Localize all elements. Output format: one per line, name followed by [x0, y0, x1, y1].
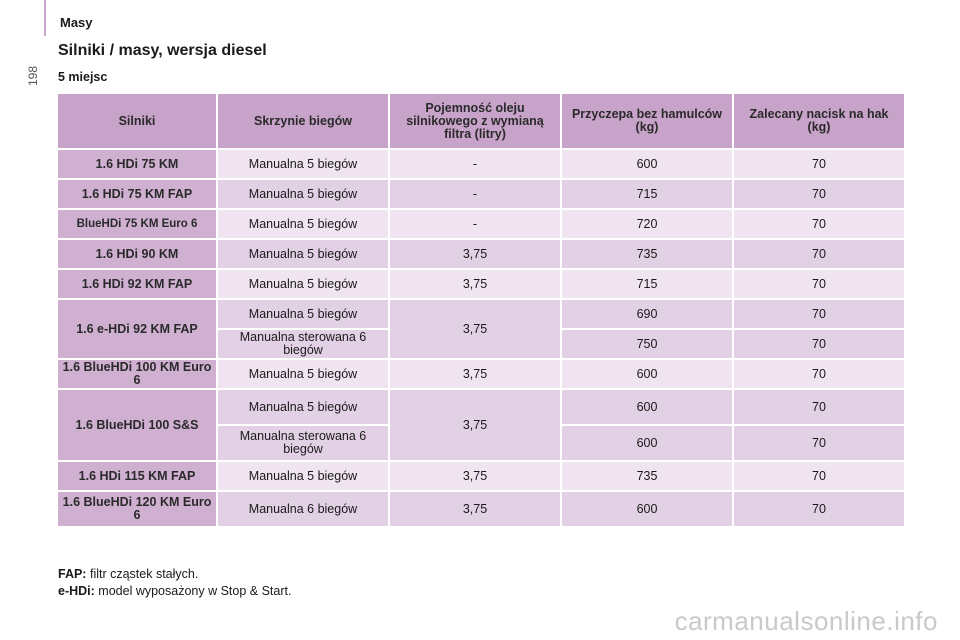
trailer-cell: 735: [560, 238, 734, 270]
page-subtitle: 5 miejsc: [58, 70, 108, 84]
footnotes: FAP: filtr cząstek stałych. e-HDi: model…: [58, 566, 291, 600]
gearbox-cell: Manualna 6 biegów: [216, 490, 390, 528]
oil-cell: 3,75: [388, 298, 562, 360]
engine-cell: 1.6 HDi 75 KM FAP: [56, 178, 218, 210]
hitch-cell: 70: [732, 148, 906, 180]
trailer-cell: 690: [560, 298, 734, 330]
trailer-cell: 750: [560, 328, 734, 360]
gearbox-cell: Manualna 5 biegów: [216, 208, 390, 240]
oil-cell: -: [388, 208, 562, 240]
hitch-cell: 70: [732, 328, 906, 360]
page-number: 198: [26, 65, 40, 86]
table-row: 1.6 BlueHDi 100 KM Euro 6 Manualna 5 bie…: [56, 358, 906, 390]
table-row: 1.6 HDi 92 KM FAP Manualna 5 biegów 3,75…: [56, 268, 906, 300]
header-engines: Silniki: [56, 92, 218, 150]
oil-cell: 3,75: [388, 460, 562, 492]
hitch-cell: 70: [732, 298, 906, 330]
section-label: Masy: [60, 15, 93, 30]
hitch-cell: 70: [732, 358, 906, 390]
trailer-cell: 600: [560, 358, 734, 390]
hitch-cell: 70: [732, 424, 906, 462]
hitch-cell: 70: [732, 208, 906, 240]
engine-cell: 1.6 HDi 90 KM: [56, 238, 218, 270]
page-title: Silniki / masy, wersja diesel: [58, 42, 267, 59]
hitch-cell: 70: [732, 490, 906, 528]
oil-cell: 3,75: [388, 490, 562, 528]
oil-cell: 3,75: [388, 268, 562, 300]
table-row: Manualna sterowana 6 biegów 600 70: [57, 424, 906, 462]
trailer-cell: 720: [560, 208, 734, 240]
oil-cell: 3,75: [388, 388, 562, 462]
footnote-term: FAP:: [58, 567, 87, 581]
table-row: 1.6 HDi 90 KM Manualna 5 biegów 3,75 735…: [56, 238, 906, 270]
oil-cell: -: [388, 148, 562, 180]
table-row: 1.6 BlueHDi 120 KM Euro 6 Manualna 6 bie…: [56, 490, 906, 528]
engine-cell: 1.6 BlueHDi 120 KM Euro 6: [56, 490, 218, 528]
watermark: carmanualsonline.info: [674, 606, 938, 636]
oil-cell: -: [388, 178, 562, 210]
table-row: 1.6 HDi 75 KM Manualna 5 biegów - 600 70: [56, 148, 906, 180]
table-row: BlueHDi 75 KM Euro 6 Manualna 5 biegów -…: [56, 208, 906, 240]
gearbox-cell: Manualna 5 biegów: [216, 388, 390, 426]
hitch-cell: 70: [732, 238, 906, 270]
gearbox-cell: Manualna 5 biegów: [216, 460, 390, 492]
table-row: 1.6 HDi 75 KM FAP Manualna 5 biegów - 71…: [56, 178, 906, 210]
engine-cell: 1.6 BlueHDi 100 S&S: [56, 388, 218, 462]
table-header-row: Silniki Skrzynie biegów Pojemność oleju …: [56, 92, 906, 150]
trailer-cell: 600: [560, 388, 734, 426]
engine-cell: BlueHDi 75 KM Euro 6: [56, 208, 218, 240]
section-bar: [44, 0, 46, 36]
hitch-cell: 70: [732, 268, 906, 300]
footnote-fap: FAP: filtr cząstek stałych.: [58, 566, 291, 583]
oil-cell: 3,75: [388, 238, 562, 270]
engine-mass-table: Silniki Skrzynie biegów Pojemność oleju …: [56, 92, 906, 528]
engine-cell: 1.6 HDi 75 KM: [56, 148, 218, 180]
hitch-cell: 70: [732, 388, 906, 426]
trailer-cell: 735: [560, 460, 734, 492]
header-oil-capacity: Pojemność oleju silnikowego z wymianą fi…: [388, 92, 562, 150]
footnote-ehdi: e-HDi: model wyposażony w Stop & Start.: [58, 583, 291, 600]
gearbox-cell: Manualna 5 biegów: [216, 268, 390, 300]
gearbox-cell: Manualna 5 biegów: [216, 148, 390, 180]
table-row: Manualna sterowana 6 biegów 750 70: [57, 328, 906, 360]
gearbox-cell: Manualna sterowana 6 biegów: [216, 424, 390, 462]
table-row: 1.6 e-HDi 92 KM FAP Manualna 5 biegów 3,…: [56, 298, 906, 360]
footnote-text: filtr cząstek stałych.: [89, 567, 199, 581]
gearbox-cell: Manualna 5 biegów: [216, 178, 390, 210]
header-hitch-load: Zalecany nacisk na hak (kg): [732, 92, 906, 150]
engine-cell: 1.6 BlueHDi 100 KM Euro 6: [56, 358, 218, 390]
header-unbraked-trailer: Przyczepa bez hamulców (kg): [560, 92, 734, 150]
trailer-cell: 600: [560, 490, 734, 528]
gearbox-cell: Manualna 5 biegów: [216, 238, 390, 270]
gearbox-cell: Manualna sterowana 6 biegów: [216, 328, 390, 360]
engine-cell: 1.6 HDi 92 KM FAP: [56, 268, 218, 300]
engine-cell: 1.6 HDi 115 KM FAP: [56, 460, 218, 492]
table-row: 1.6 HDi 115 KM FAP Manualna 5 biegów 3,7…: [56, 460, 906, 492]
hitch-cell: 70: [732, 178, 906, 210]
engine-cell: 1.6 e-HDi 92 KM FAP: [56, 298, 218, 360]
gearbox-cell: Manualna 5 biegów: [216, 298, 390, 330]
gearbox-cell: Manualna 5 biegów: [216, 358, 390, 390]
footnote-term: e-HDi:: [58, 584, 95, 598]
trailer-cell: 715: [560, 268, 734, 300]
table-row: 1.6 BlueHDi 100 S&S Manualna 5 biegów 3,…: [56, 388, 906, 462]
footnote-text: model wyposażony w Stop & Start.: [98, 584, 292, 598]
trailer-cell: 600: [560, 424, 734, 462]
trailer-cell: 600: [560, 148, 734, 180]
hitch-cell: 70: [732, 460, 906, 492]
oil-cell: 3,75: [388, 358, 562, 390]
trailer-cell: 715: [560, 178, 734, 210]
header-gearbox: Skrzynie biegów: [216, 92, 390, 150]
